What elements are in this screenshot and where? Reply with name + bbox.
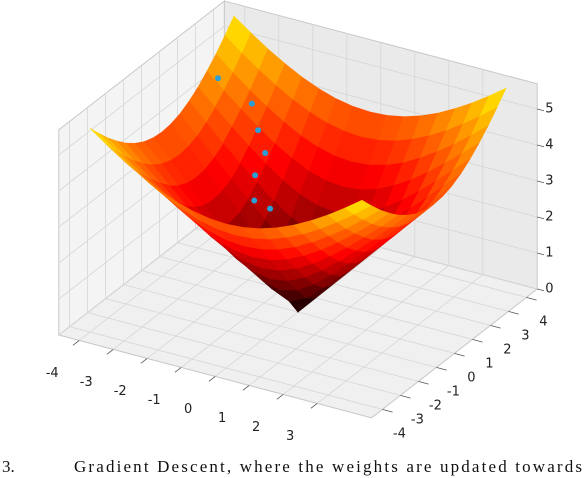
- tick-mark: [537, 180, 545, 184]
- descent-point: [262, 149, 269, 156]
- tick-mark: [454, 353, 465, 357]
- grid-line: [69, 326, 383, 410]
- x-tick-label: -1: [148, 393, 161, 408]
- tick-mark: [276, 394, 284, 400]
- tick-mark: [382, 409, 393, 413]
- x-tick-label: 1: [218, 411, 226, 426]
- grid-line: [87, 312, 401, 396]
- grid-line: [224, 25, 538, 110]
- y-tick-label: -4: [393, 426, 406, 441]
- y-tick-label: 1: [485, 356, 493, 371]
- descent-point: [252, 172, 259, 179]
- y-tick-label: -3: [411, 412, 424, 427]
- tick-mark: [526, 297, 537, 301]
- z-tick-label: 0: [545, 282, 553, 297]
- descent-point: [214, 75, 221, 82]
- tick-mark: [537, 216, 545, 220]
- tick-mark: [418, 381, 429, 385]
- grid-line: [58, 25, 225, 156]
- grid-line: [105, 298, 419, 382]
- y-tick-label: 3: [521, 328, 529, 343]
- tick-mark: [508, 311, 519, 315]
- descent-point: [251, 197, 258, 204]
- tick-mark: [537, 288, 545, 292]
- tick-mark: [537, 252, 545, 256]
- descent-point: [248, 100, 255, 107]
- tick-mark: [242, 385, 250, 391]
- z-tick-label: 4: [545, 138, 553, 153]
- y-tick-label: -2: [429, 398, 442, 413]
- surface: [89, 15, 507, 313]
- tick-mark: [490, 325, 501, 329]
- x-tick-label: -2: [114, 384, 127, 399]
- tick-mark: [140, 358, 148, 364]
- x-tick-label: 3: [286, 429, 294, 444]
- descent-point: [255, 127, 262, 134]
- points: [214, 75, 274, 212]
- descent-point: [267, 205, 274, 212]
- tick-mark: [174, 367, 182, 373]
- x-tick-label: 2: [252, 420, 260, 435]
- grid-line: [58, 205, 225, 336]
- tick-mark: [537, 144, 545, 148]
- caption: Gradient Descent, where the weights are …: [74, 457, 582, 476]
- surface-facet: [344, 199, 372, 215]
- z-tick-label: 3: [545, 174, 553, 189]
- tick-mark: [472, 339, 483, 343]
- z-tick-label: 2: [545, 210, 553, 225]
- grid-line: [58, 61, 225, 192]
- tick-mark: [310, 403, 318, 409]
- y-tick-label: 0: [467, 370, 475, 385]
- tick-mark: [537, 108, 545, 112]
- tick-mark: [106, 349, 114, 355]
- x-tick-label: -4: [46, 366, 59, 381]
- x-tick-label: 0: [184, 402, 192, 417]
- tick-mark: [400, 395, 411, 399]
- z-tick-label: 1: [545, 246, 553, 261]
- z-tick-label: 5: [545, 102, 553, 117]
- grid-line: [123, 284, 437, 368]
- grid-line: [177, 242, 491, 326]
- y-tick-label: 2: [503, 342, 511, 357]
- x-tick-label: -3: [80, 375, 93, 390]
- tick-mark: [436, 367, 447, 371]
- y-tick-label: -1: [447, 384, 460, 399]
- tick-mark: [208, 376, 216, 382]
- tick-mark: [72, 340, 80, 346]
- caption-label: 3.: [2, 457, 15, 476]
- y-tick-label: 4: [539, 314, 547, 329]
